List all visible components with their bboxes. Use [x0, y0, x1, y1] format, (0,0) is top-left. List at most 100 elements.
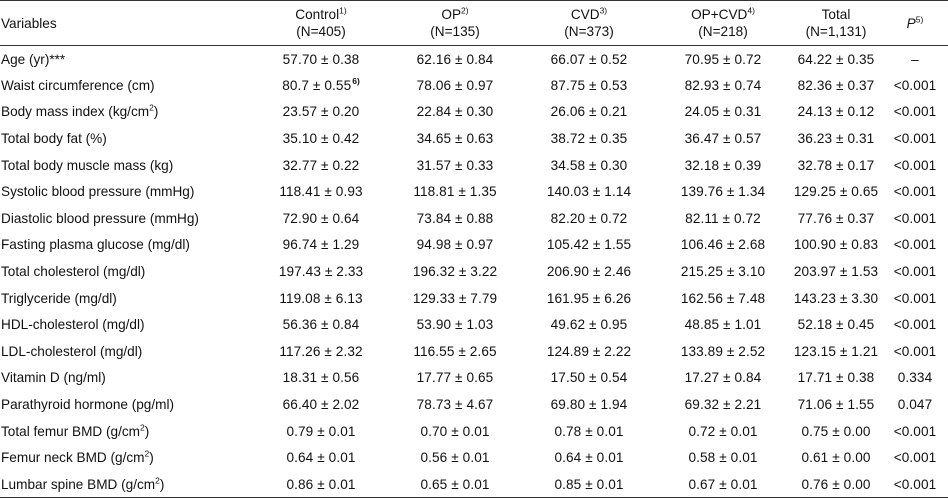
cvd-cell: 49.62 ± 0.95 — [522, 311, 656, 338]
control-cell: 117.26 ± 2.32 — [254, 338, 388, 365]
opcvd-value: 82.11 ± 0.72 — [685, 210, 761, 226]
cvd-value: 66.07 ± 0.52 — [550, 51, 628, 67]
control-cell: 119.08 ± 6.13 — [254, 285, 388, 312]
table-row: Vitamin D (ng/ml) 18.31 ± 0.56 17.77 ± 0.6… — [0, 365, 948, 392]
opcvd-value: 36.47 ± 0.57 — [684, 131, 762, 147]
cvd-value: 87.75 ± 0.53 — [550, 77, 628, 93]
p-value: <0.001 — [893, 237, 937, 253]
cvd-cell: 124.89 ± 2.22 — [522, 338, 656, 365]
control-value-wrap: 66.40 ± 2.02 — [283, 397, 360, 412]
unit-close: ) — [153, 104, 159, 120]
p-cell: 0.047 — [882, 391, 948, 418]
control-value: 18.31 ± 0.56 — [282, 370, 360, 386]
table-row: HDL-cholesterol (mg/dl) 56.36 ± 0.84 53.90… — [0, 311, 948, 338]
control-cell: 66.40 ± 2.02 — [254, 391, 388, 418]
variable-cell: Total femur BMD (g/cm2) — [0, 418, 254, 445]
variable-cell: Diastolic blood pressure (mmHg) — [0, 205, 254, 232]
cvd-cell: 34.58 ± 0.30 — [522, 152, 656, 179]
header-variables: Variables — [0, 0, 254, 46]
variable-label: Total femur BMD (g/cm — [1, 423, 140, 439]
p-cell: <0.001 — [882, 258, 948, 285]
table-row: Triglyceride (mg/dl) 119.08 ± 6.13 129.33 … — [0, 285, 948, 312]
p-value: <0.001 — [893, 104, 937, 120]
p-value: – — [911, 51, 919, 67]
control-value-wrap: 0.79 ± 0.01 — [286, 424, 355, 439]
cvd-value: 38.72 ± 0.35 — [550, 131, 628, 147]
total-cell: 0.75 ± 0.00 — [790, 418, 882, 445]
control-value: 23.57 ± 0.20 — [282, 104, 360, 120]
total-value: 129.25 ± 0.65 — [793, 184, 879, 200]
variable-cell: Fasting plasma glucose (mg/dl) — [0, 232, 254, 259]
total-cell: 32.78 ± 0.17 — [790, 152, 882, 179]
control-value-wrap: 197.43 ± 2.33 — [279, 264, 363, 279]
variable-label: Vitamin D (ng/ml) — [1, 370, 106, 386]
opcvd-cell: 0.58 ± 0.01 — [656, 444, 790, 471]
variable-label: Parathyroid hormone (pg/ml) — [1, 397, 175, 413]
variable-cell: Total cholesterol (mg/dl) — [0, 258, 254, 285]
p-value: <0.001 — [893, 450, 937, 466]
control-value: 35.10 ± 0.42 — [282, 131, 360, 147]
op-value: 0.70 ± 0.01 — [420, 423, 490, 439]
header-opcvd-sup: 4) — [747, 5, 755, 16]
total-cell: 77.76 ± 0.37 — [790, 205, 882, 232]
p-value: <0.001 — [893, 77, 937, 93]
header-opcvd-label: OP+CVD — [691, 7, 748, 22]
opcvd-value: 0.58 ± 0.01 — [688, 450, 758, 466]
cvd-cell: 161.95 ± 6.26 — [522, 285, 656, 312]
op-cell: 78.06 ± 0.97 — [388, 72, 522, 99]
p-value: <0.001 — [893, 423, 937, 439]
header-p: P5) — [882, 0, 948, 46]
opcvd-value: 139.76 ± 1.34 — [680, 184, 766, 200]
unit-superscript: 2 — [144, 448, 150, 459]
total-value: 123.15 ± 1.21 — [793, 343, 879, 359]
opcvd-cell: 24.05 ± 0.31 — [656, 99, 790, 126]
total-value: 24.13 ± 0.12 — [797, 104, 875, 120]
p-value: <0.001 — [893, 184, 937, 200]
cvd-value: 0.78 ± 0.01 — [554, 423, 624, 439]
total-cell: 0.61 ± 0.00 — [790, 444, 882, 471]
cvd-cell: 0.78 ± 0.01 — [522, 418, 656, 445]
cvd-value: 124.89 ± 2.22 — [546, 343, 632, 359]
control-cell: 197.43 ± 2.33 — [254, 258, 388, 285]
p-cell: <0.001 — [882, 285, 948, 312]
total-value: 64.22 ± 0.35 — [797, 51, 875, 67]
variable-cell: Femur neck BMD (g/cm2) — [0, 444, 254, 471]
opcvd-value: 106.46 ± 2.68 — [680, 237, 766, 253]
table-row: Parathyroid hormone (pg/ml) 66.40 ± 2.02 7… — [0, 391, 948, 418]
header-row: Variables Control1) (N=405) OP2) (N=135)… — [0, 0, 948, 46]
op-cell: 0.65 ± 0.01 — [388, 471, 522, 498]
total-cell: 203.97 ± 1.53 — [790, 258, 882, 285]
total-cell: 143.23 ± 3.30 — [790, 285, 882, 312]
control-value-wrap: 118.41 ± 0.93 — [279, 184, 362, 199]
total-value: 52.18 ± 0.45 — [797, 317, 875, 333]
total-cell: 129.25 ± 0.65 — [790, 178, 882, 205]
header-op-n: (N=135) — [430, 24, 480, 39]
total-value: 0.61 ± 0.00 — [801, 450, 871, 466]
table-row: Total body muscle mass (kg) 32.77 ± 0.22 3… — [0, 152, 948, 179]
opcvd-value: 24.05 ± 0.31 — [684, 104, 762, 120]
variable-cell: Vitamin D (ng/ml) — [0, 365, 254, 392]
op-cell: 129.33 ± 7.79 — [388, 285, 522, 312]
variable-label: Total cholesterol (mg/dl) — [1, 264, 146, 280]
header-control-sup: 1) — [339, 5, 347, 16]
total-value: 100.90 ± 0.83 — [793, 237, 879, 253]
total-value: 203.97 ± 1.53 — [793, 264, 879, 280]
header-p-sup: 5) — [915, 13, 924, 24]
cvd-value: 206.90 ± 2.46 — [546, 264, 632, 280]
unit-close: ) — [149, 450, 154, 466]
cvd-cell: 26.06 ± 0.21 — [522, 99, 656, 126]
variable-cell: Triglyceride (mg/dl) — [0, 285, 254, 312]
variable-label: Femur neck BMD (g/cm — [1, 450, 145, 466]
opcvd-value: 17.27 ± 0.84 — [684, 370, 762, 386]
variable-label: HDL-cholesterol (mg/dl) — [1, 317, 145, 333]
opcvd-cell: 0.67 ± 0.01 — [656, 471, 790, 498]
total-cell: 71.06 ± 1.55 — [790, 391, 882, 418]
total-cell: 36.23 ± 0.31 — [790, 125, 882, 152]
p-cell: <0.001 — [882, 232, 948, 259]
total-value: 36.23 ± 0.31 — [797, 131, 875, 147]
opcvd-cell: 70.95 ± 0.72 — [656, 46, 790, 73]
header-total: Total (N=1,131) — [790, 0, 882, 46]
op-value: 118.81 ± 1.35 — [413, 184, 497, 200]
op-cell: 116.55 ± 2.65 — [388, 338, 522, 365]
control-value-wrap: 0.64 ± 0.01 — [286, 450, 355, 465]
